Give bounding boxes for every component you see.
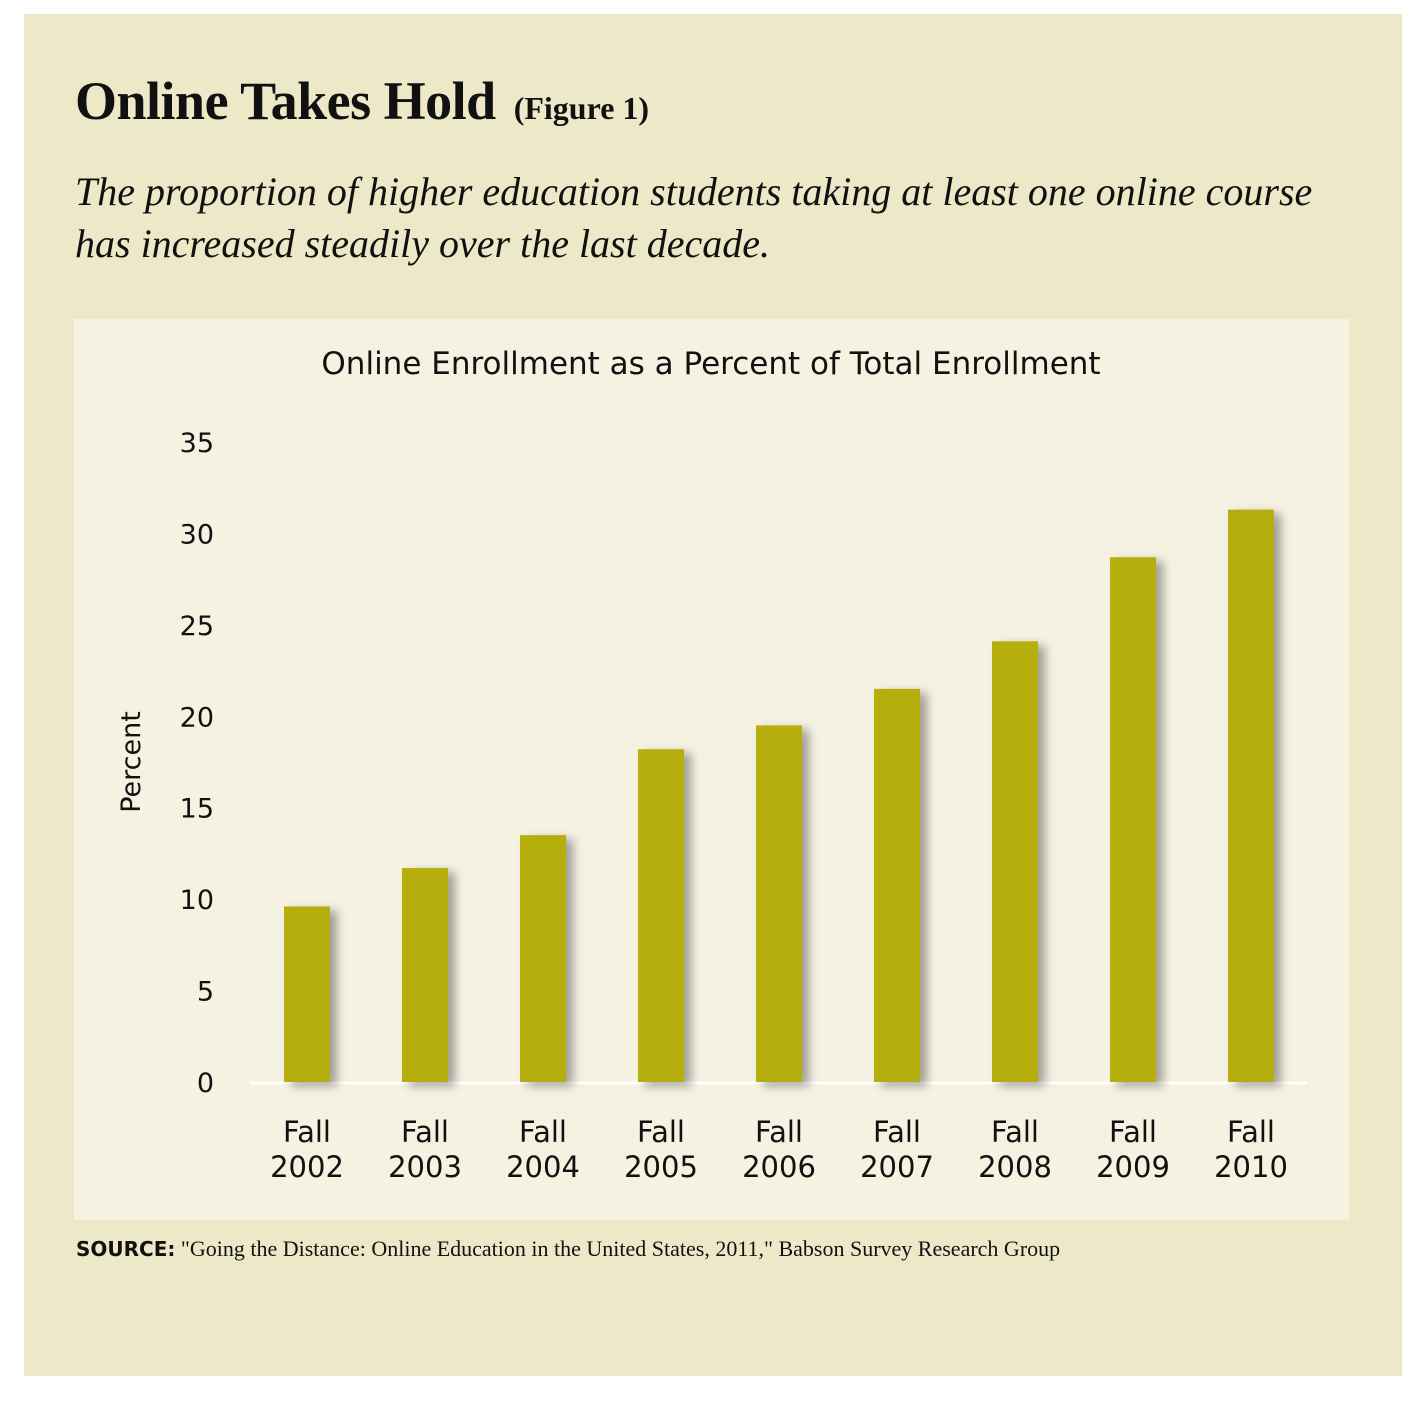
y-tick-label: 10 [180, 885, 214, 916]
x-tick-label: Fall [991, 1115, 1039, 1149]
y-tick-label: 35 [180, 428, 214, 459]
x-tick-label: Fall [873, 1115, 921, 1149]
y-tick-label: 0 [197, 1068, 214, 1099]
y-axis-ticks: 0 5 10 15 20 25 30 35 [180, 428, 214, 1099]
bars [284, 509, 1274, 1082]
x-tick-label: Fall [637, 1115, 685, 1149]
y-tick-label: 15 [180, 794, 214, 825]
figure-heading: Online Takes Hold (Figure 1) [75, 70, 649, 132]
y-axis-label: Percent [116, 711, 147, 813]
x-tick-label: Fall [755, 1115, 803, 1149]
bar [284, 906, 330, 1082]
y-tick-label: 20 [180, 702, 214, 733]
x-tick-label: Fall [519, 1115, 567, 1149]
bar [1228, 509, 1274, 1082]
x-tick-label: 2002 [270, 1150, 344, 1184]
x-tick-label: Fall [1227, 1115, 1275, 1149]
source-label: SOURCE: [76, 1237, 176, 1261]
bar [874, 688, 920, 1082]
x-tick-label: 2008 [978, 1150, 1052, 1184]
bar [638, 749, 684, 1082]
bar-chart: Online Enrollment as a Percent of Total … [116, 346, 1307, 1184]
x-tick-label: 2007 [860, 1150, 934, 1184]
y-tick-label: 5 [197, 977, 214, 1008]
bar [1110, 557, 1156, 1082]
bar [402, 868, 448, 1082]
figure-number-label: (Figure 1) [513, 90, 650, 126]
x-tick-label: 2006 [742, 1150, 816, 1184]
chart-area: Online Enrollment as a Percent of Total … [74, 319, 1349, 1220]
chart-title: Online Enrollment as a Percent of Total … [321, 346, 1100, 382]
x-tick-label: Fall [401, 1115, 449, 1149]
x-tick-label: 2009 [1096, 1150, 1170, 1184]
bar [520, 835, 566, 1082]
x-tick-label: Fall [1109, 1115, 1157, 1149]
x-tick-label: 2005 [624, 1150, 698, 1184]
y-tick-label: 30 [180, 519, 214, 550]
x-axis-labels: Fall2002Fall2003Fall2004Fall2005Fall2006… [270, 1115, 1288, 1184]
y-tick-label: 25 [180, 611, 214, 642]
bar [992, 641, 1038, 1082]
x-tick-label: Fall [283, 1115, 331, 1149]
x-tick-label: 2004 [506, 1150, 580, 1184]
source-note: SOURCE: "Going the Distance: Online Educ… [76, 1236, 1060, 1262]
source-text: "Going the Distance: Online Education in… [180, 1236, 1061, 1261]
bar [756, 725, 802, 1082]
figure-subtitle: The proportion of higher education stude… [75, 169, 1313, 266]
x-tick-label: 2010 [1214, 1150, 1288, 1184]
x-tick-label: 2003 [388, 1150, 462, 1184]
figure-title: Online Takes Hold [75, 71, 496, 131]
